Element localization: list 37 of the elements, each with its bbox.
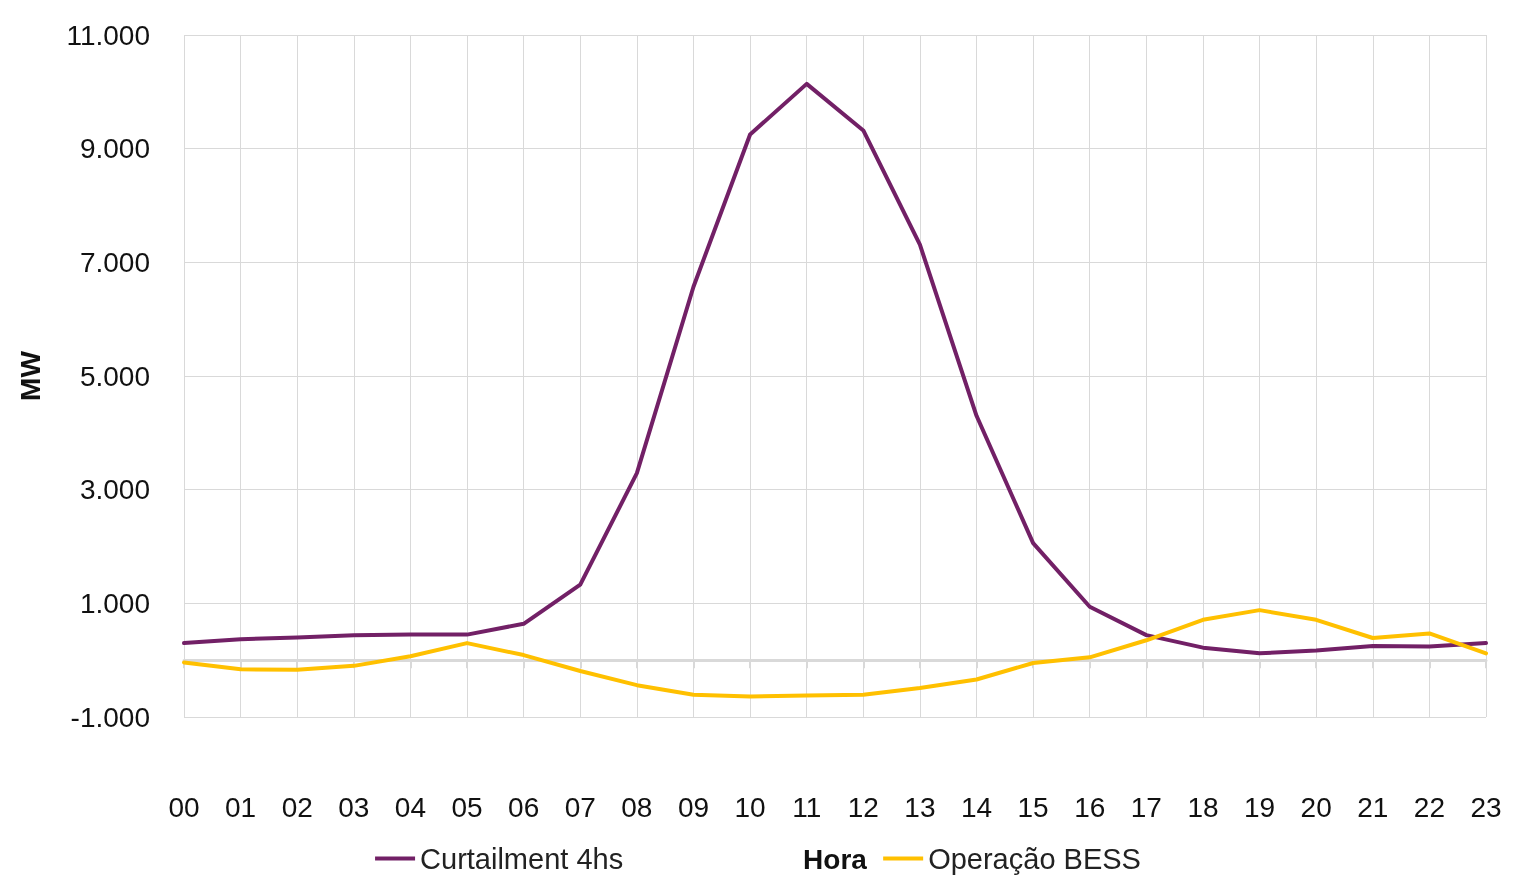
x-tick-label: 02 — [281, 791, 313, 823]
x-tick-label: 04 — [394, 791, 427, 823]
x-tick-label: 18 — [1187, 791, 1219, 823]
x-axis-title: Hora — [803, 843, 868, 875]
x-tick-label: 06 — [508, 791, 540, 823]
line-series — [182, 81, 1488, 656]
y-tick-label: 9.000 — [79, 133, 150, 165]
x-tick-label: 20 — [1300, 791, 1332, 823]
x-tick-label: 10 — [734, 791, 766, 823]
x-tick-label: 15 — [1017, 791, 1049, 823]
x-tick-label: 08 — [621, 791, 653, 823]
y-tick-label: 11.000 — [66, 19, 150, 51]
x-tick-label: 22 — [1413, 791, 1445, 823]
y-tick-label: 1.000 — [79, 587, 150, 619]
x-tick-label: 21 — [1357, 791, 1389, 823]
x-tick-label: 09 — [677, 791, 710, 823]
y-tick-label: 3.000 — [79, 474, 150, 506]
legend-label: Curtailment 4hs — [420, 842, 624, 875]
x-tick-label: 14 — [960, 791, 993, 823]
line-series — [182, 608, 1488, 699]
y-tick-label: 7.000 — [79, 246, 150, 278]
legend-label: Operação BESS — [928, 842, 1141, 875]
x-tick-label: 13 — [904, 791, 936, 823]
x-tick-label: 11 — [792, 791, 822, 823]
y-tick-label: -1.000 — [70, 701, 150, 733]
x-tick-label: 23 — [1470, 791, 1502, 823]
x-tick-label: 03 — [338, 791, 370, 823]
x-tick-label: 16 — [1074, 791, 1106, 823]
x-tick-label: 00 — [168, 791, 200, 823]
x-tick-label: 12 — [847, 791, 879, 823]
x-tick-label: 05 — [451, 791, 483, 823]
y-axis-title: MW — [14, 350, 46, 401]
x-tick-label: 01 — [225, 791, 257, 823]
x-tick-label: 17 — [1130, 791, 1162, 823]
x-tick-label: 19 — [1243, 791, 1276, 823]
x-tick-label: 07 — [564, 791, 596, 823]
y-tick-label: 5.000 — [79, 360, 150, 392]
